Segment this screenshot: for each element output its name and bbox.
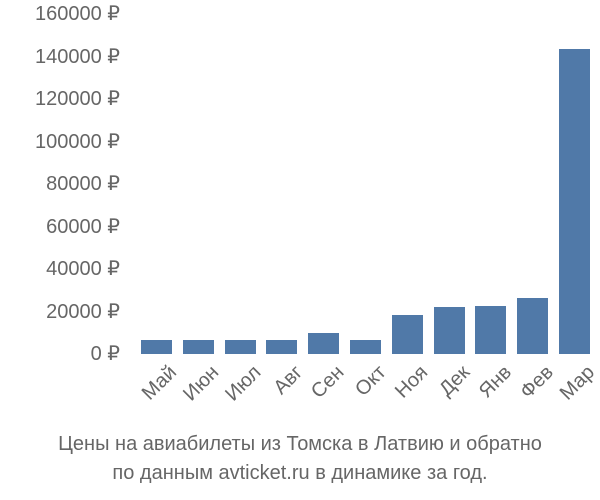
x-tick-label: Фев (515, 361, 558, 403)
y-tick-label: 0 ₽ (90, 343, 120, 365)
x-tick-label: Мар (556, 361, 600, 405)
x-tick-label: Май (138, 361, 182, 405)
bar-10 (517, 297, 548, 354)
x-tick-label: Авг (269, 361, 307, 399)
y-tick-label: 20000 ₽ (46, 300, 120, 323)
y-tick-label: 160000 ₽ (34, 3, 120, 25)
x-tick-label: Дек (434, 361, 474, 401)
y-tick-label: 100000 ₽ (34, 130, 120, 153)
y-tick-label: 80000 ₽ (46, 173, 120, 195)
bar-2 (183, 339, 214, 354)
chart-title-line-2: по данным avticket.ru в динамике за год. (112, 462, 488, 484)
x-tick-label: Окт (350, 361, 391, 401)
bar-1 (141, 339, 172, 354)
bar-5 (308, 332, 339, 354)
bar-9 (475, 305, 506, 354)
y-tick-label: 140000 ₽ (34, 45, 120, 68)
bar-11 (559, 49, 590, 354)
x-tick-label: Июн (179, 361, 224, 406)
x-tick-label: Сен (307, 361, 349, 403)
x-tick-label: Июл (220, 361, 265, 406)
bar-6 (350, 339, 381, 354)
y-tick-label: 40000 ₽ (46, 258, 120, 280)
x-tick-label: Ноя (390, 361, 433, 403)
bar-4 (266, 339, 297, 354)
bar-8 (434, 307, 465, 354)
x-tick-label: Янв (474, 361, 516, 403)
y-tick-label: 60000 ₽ (46, 215, 120, 238)
y-tick-label: 120000 ₽ (34, 88, 120, 110)
bar-7 (392, 314, 423, 354)
bar-3 (225, 339, 256, 354)
chart-title-line-1: Цены на авиабилеты из Томска в Латвию и … (58, 433, 542, 455)
